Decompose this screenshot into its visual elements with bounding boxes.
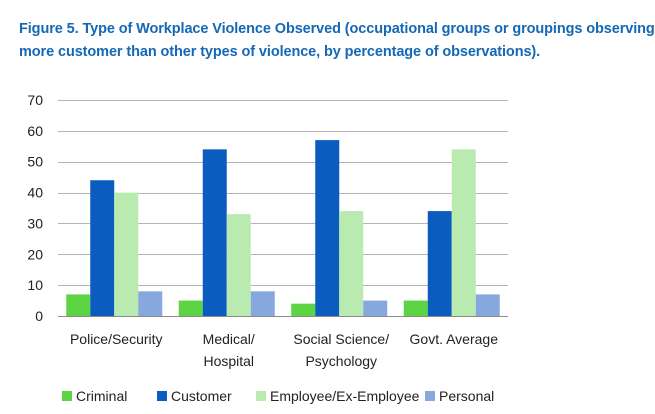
y-tick-label: 50 xyxy=(27,154,43,170)
legend-swatch xyxy=(157,391,167,401)
y-tick-label: 30 xyxy=(27,215,43,231)
bar-criminal xyxy=(291,303,316,316)
bar-personal xyxy=(138,291,163,316)
legend-swatch xyxy=(425,391,435,401)
legend-swatch xyxy=(62,391,72,401)
bar-criminal xyxy=(178,300,203,316)
legend-label: Customer xyxy=(171,388,232,404)
bar-customer xyxy=(315,140,340,316)
legend-swatch xyxy=(256,391,266,401)
chart-title: Figure 5. Type of Workplace Violence Obs… xyxy=(19,18,655,64)
bar-criminal xyxy=(403,300,428,316)
bar-employee-ex-employee xyxy=(451,149,476,316)
y-tick-label: 40 xyxy=(27,185,43,201)
bar-employee-ex-employee xyxy=(114,192,139,316)
legend-label: Criminal xyxy=(76,388,127,404)
x-category-label: Police/Security xyxy=(70,331,163,347)
legend-item-employee-ex-employee: Employee/Ex-Employee xyxy=(256,388,420,404)
bar-employee-ex-employee xyxy=(339,211,364,316)
y-tick-label: 60 xyxy=(27,123,43,139)
legend-item-personal: Personal xyxy=(425,388,494,404)
x-category-label: Govt. Average xyxy=(410,331,499,347)
legend-item-criminal: Criminal xyxy=(62,388,127,404)
bars xyxy=(66,140,500,316)
y-tick-label: 0 xyxy=(35,308,43,324)
legend-label: Personal xyxy=(439,388,494,404)
x-category-label: Medical/Hospital xyxy=(203,331,255,369)
bar-employee-ex-employee xyxy=(226,214,251,316)
chart-title-line-2: more customer than other types of violen… xyxy=(19,44,541,60)
x-axis-labels: Police/Security Medical/Hospital Social Sc… xyxy=(70,331,498,369)
bar-customer xyxy=(427,211,452,316)
bar-customer xyxy=(90,180,115,316)
legend: Criminal Customer Employee/Ex-Employee Pers… xyxy=(62,388,494,404)
bar-customer xyxy=(202,149,227,316)
bar-criminal xyxy=(66,294,91,316)
y-tick-label: 20 xyxy=(27,246,43,262)
x-category-label: Social Science/Psychology xyxy=(293,331,389,369)
legend-item-customer: Customer xyxy=(157,388,232,404)
bar-personal xyxy=(250,291,275,316)
legend-label: Employee/Ex-Employee xyxy=(270,388,420,404)
y-tick-label: 70 xyxy=(27,92,43,108)
chart-title-line-1: Figure 5. Type of Workplace Violence Obs… xyxy=(19,21,655,37)
y-tick-label: 10 xyxy=(27,277,43,293)
bar-personal xyxy=(475,294,500,316)
bar-personal xyxy=(363,300,388,316)
y-axis-ticks: 0 10 20 30 40 50 60 70 xyxy=(27,92,43,324)
